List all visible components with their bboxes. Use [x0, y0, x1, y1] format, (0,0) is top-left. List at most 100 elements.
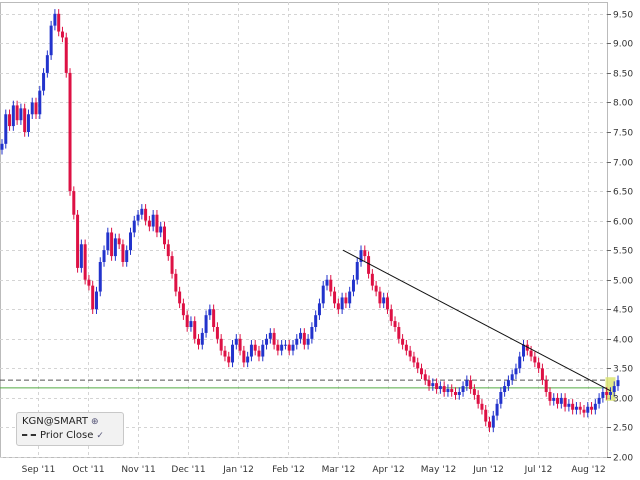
legend-prior-close-row: Prior Close ✓ [22, 429, 104, 443]
candle-body [484, 409, 488, 422]
grid-layer [0, 2, 611, 458]
candle-body [529, 350, 533, 357]
candle-body [147, 220, 151, 227]
y-tick-label: 4.50 [613, 306, 633, 316]
candle-body [367, 256, 371, 274]
candle-body [333, 291, 337, 304]
candle-body [389, 309, 393, 322]
candle-body [227, 356, 231, 363]
candle-body [159, 226, 163, 233]
candle-body [499, 392, 503, 404]
candle-body [590, 406, 594, 410]
candle-body [268, 332, 272, 339]
axis-labels-layer: 2.00 2.50 3.00 3.50 4.00 4.50 5.00 5.50 6.00 6.50… [22, 11, 634, 476]
y-tick-label: 8.50 [613, 70, 633, 80]
candle-body [87, 279, 91, 286]
candle-body [212, 309, 216, 327]
candle-body [344, 297, 348, 304]
candle-body [200, 332, 204, 345]
candle-body [98, 262, 102, 292]
candle-body [110, 232, 114, 257]
candle-body [533, 356, 537, 363]
candle-body [155, 214, 159, 233]
candle-body [280, 344, 284, 351]
candle-body [253, 344, 257, 351]
candle-body [204, 315, 208, 333]
candle-body [170, 256, 174, 274]
candle-body [265, 338, 269, 345]
candle-body [317, 303, 321, 316]
candle-body [563, 397, 567, 407]
candle-body [412, 356, 416, 363]
candle-body [616, 380, 620, 387]
candle-body [249, 344, 253, 357]
candle-body [503, 386, 507, 392]
candle-body [26, 114, 30, 132]
candle-body [518, 356, 522, 369]
candle-body [132, 220, 136, 233]
candle-body [325, 279, 329, 286]
candle-body [136, 214, 140, 221]
candle-body [457, 392, 461, 395]
x-tick-label: Nov '11 [121, 465, 155, 475]
candle-body [23, 108, 27, 132]
candle-body [283, 344, 287, 346]
x-tick-label: Aug '12 [571, 465, 605, 475]
candle-body [476, 394, 480, 404]
reference-lines-layer [0, 379, 607, 389]
candle-body [404, 344, 408, 351]
candle-body [419, 368, 423, 375]
candle-body [488, 421, 492, 428]
candle-body [49, 25, 53, 56]
candle-body [578, 406, 582, 410]
candle-body [4, 114, 8, 144]
candle-body [68, 72, 72, 192]
candle-body [567, 403, 571, 407]
candle-body [102, 250, 106, 262]
candle-body [197, 338, 201, 345]
prior-close-label: Prior Close [40, 430, 94, 441]
candle-body [336, 303, 340, 310]
candle-body [117, 238, 121, 245]
y-tick-label: 6.00 [613, 218, 633, 228]
candle-body [19, 108, 23, 121]
candle-body [469, 380, 473, 390]
y-tick-label: 3.50 [613, 365, 633, 375]
candle-body [231, 344, 235, 363]
candle-body [94, 291, 98, 310]
candle-body [295, 338, 299, 345]
candle-body [431, 383, 435, 387]
candle-body [612, 386, 616, 392]
y-tick-label: 5.00 [613, 277, 633, 287]
y-tick-label: 3.00 [613, 395, 633, 405]
candle-body [453, 392, 457, 395]
checkmark-icon[interactable]: ✓ [96, 431, 104, 441]
candle-body [586, 406, 590, 413]
x-tick-label: Jan '12 [222, 465, 254, 475]
candle-body [106, 232, 110, 251]
y-tick-label: 2.50 [613, 424, 633, 434]
settings-icon[interactable]: ⊕ [90, 417, 99, 427]
candle-body [215, 327, 219, 339]
candle-body [601, 392, 605, 398]
candle-body [113, 238, 117, 257]
candle-body [42, 72, 46, 91]
candle-body [571, 403, 575, 410]
candle-body [302, 332, 306, 345]
candle-body [393, 321, 397, 327]
candle-body [8, 114, 12, 127]
candle-body [314, 315, 318, 327]
candle-body [465, 380, 469, 387]
candle-body [461, 386, 465, 392]
candle-body [348, 291, 352, 304]
x-tick-label: Sep '11 [22, 465, 56, 475]
y-tick-label: 6.50 [613, 188, 633, 198]
candle-body [185, 315, 189, 327]
trendline-layer [342, 249, 611, 392]
x-tick-label: Jun '12 [472, 465, 504, 475]
candle-body [272, 332, 276, 345]
x-tick-label: Dec '11 [171, 465, 205, 475]
x-tick-label: Jul '12 [524, 465, 553, 475]
candle-body [128, 232, 132, 251]
y-tick-label: 7.50 [613, 129, 633, 139]
